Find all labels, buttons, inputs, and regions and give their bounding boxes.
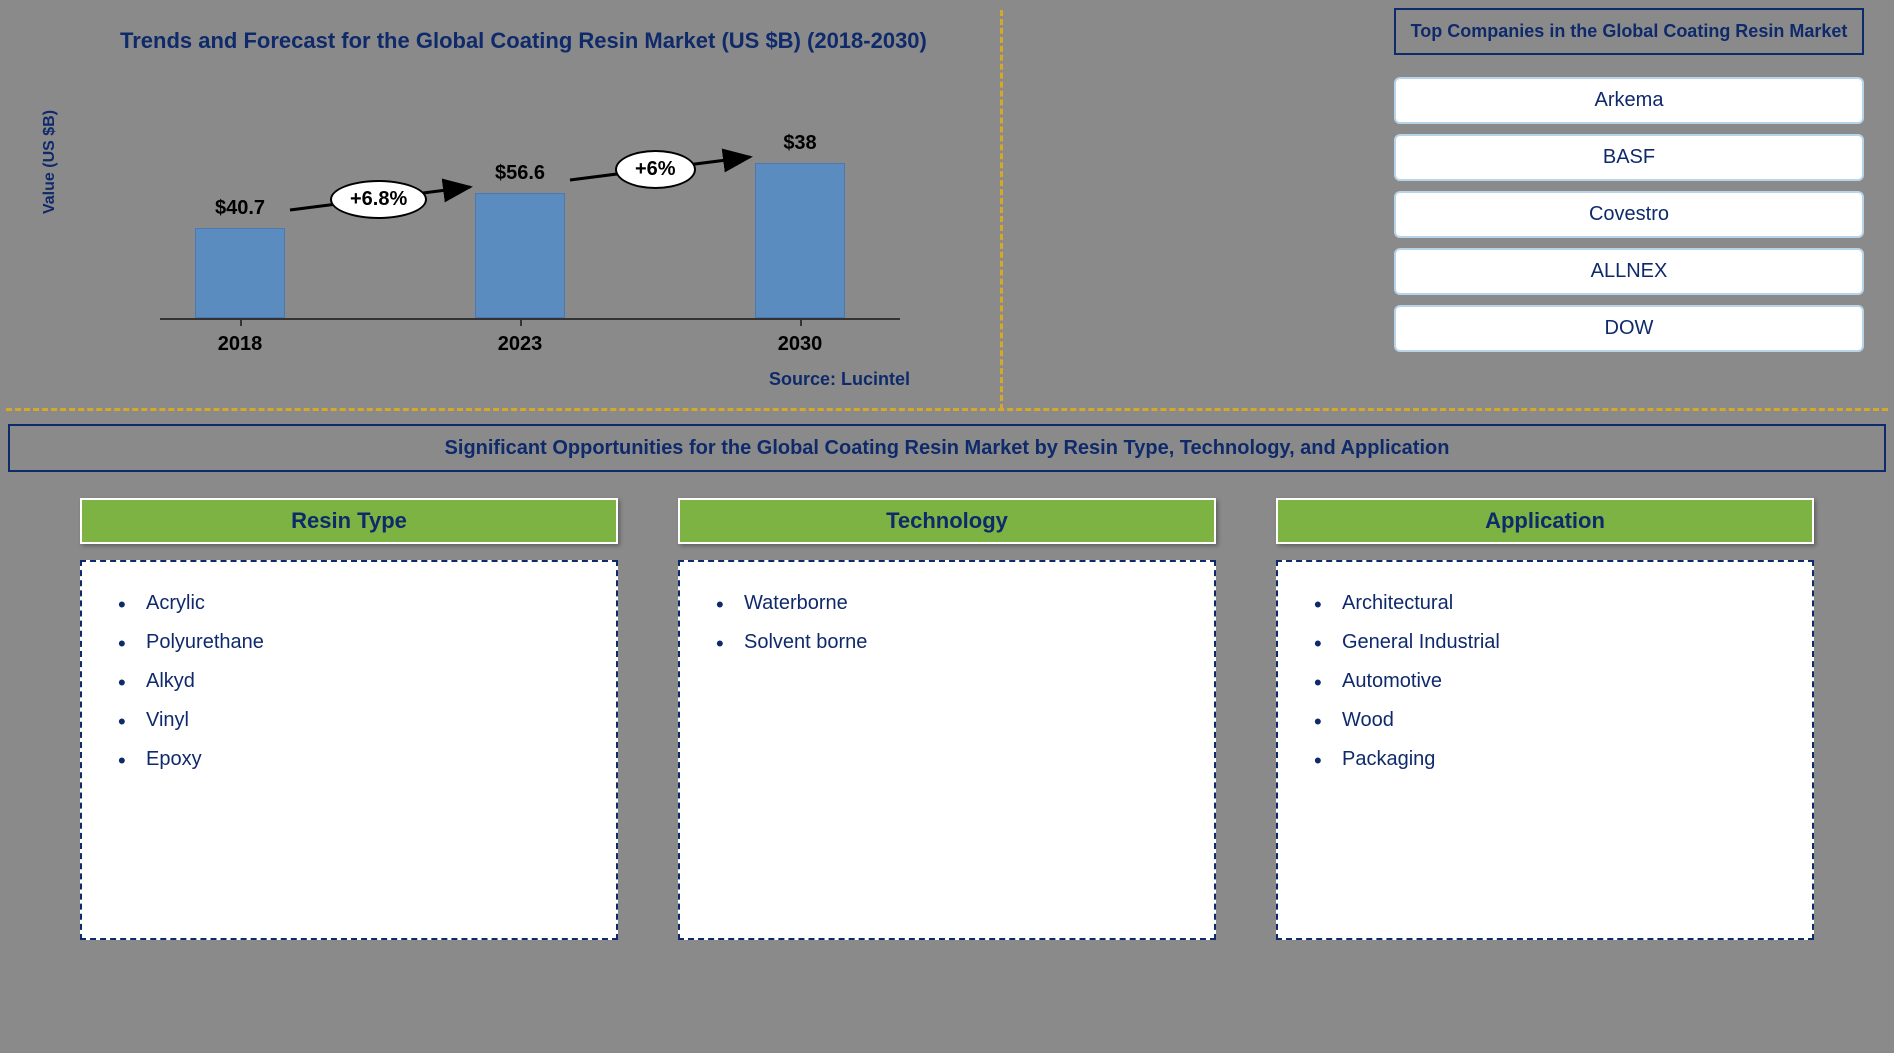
company-item: Arkema xyxy=(1394,77,1864,124)
bar-2030 xyxy=(755,163,845,318)
chart-source: Source: Lucintel xyxy=(769,369,910,390)
company-item: DOW xyxy=(1394,305,1864,352)
vertical-divider xyxy=(1000,10,1003,410)
company-item: Covestro xyxy=(1394,191,1864,238)
category-box: Waterborne Solvent borne xyxy=(678,560,1216,940)
list-item: Packaging xyxy=(1306,740,1784,779)
category-header: Resin Type xyxy=(80,498,618,544)
x-tick-2018: 2018 xyxy=(180,333,300,356)
y-axis-label: Value (US $B) xyxy=(41,110,59,214)
category-header: Technology xyxy=(678,498,1216,544)
x-axis-tick xyxy=(800,318,802,326)
x-axis-line xyxy=(160,318,900,320)
list-item: Vinyl xyxy=(110,701,588,740)
list-item: Polyurethane xyxy=(110,623,588,662)
bar-chart: Value (US $B) $40.7 $56.6 $38 2018 2023 … xyxy=(60,100,950,370)
list-item: Waterborne xyxy=(708,584,1186,623)
growth-bubble-2: +6% xyxy=(615,150,696,189)
list-item: Acrylic xyxy=(110,584,588,623)
chart-title: Trends and Forecast for the Global Coati… xyxy=(120,28,927,54)
bar-value-2018: $40.7 xyxy=(180,197,300,220)
x-axis-tick xyxy=(240,318,242,326)
horizontal-divider xyxy=(6,408,1888,411)
bar-2018 xyxy=(195,228,285,318)
list-item: Epoxy xyxy=(110,740,588,779)
opportunities-title-text: Significant Opportunities for the Global… xyxy=(445,437,1450,460)
x-tick-2023: 2023 xyxy=(460,333,580,356)
x-tick-2030: 2030 xyxy=(740,333,860,356)
category-technology: Technology Waterborne Solvent borne xyxy=(678,498,1216,940)
category-box: Architectural General Industrial Automot… xyxy=(1276,560,1814,940)
x-axis-tick xyxy=(520,318,522,326)
category-application: Application Architectural General Indust… xyxy=(1276,498,1814,940)
list-item: General Industrial xyxy=(1306,623,1784,662)
list-item: Alkyd xyxy=(110,662,588,701)
category-box: Acrylic Polyurethane Alkyd Vinyl Epoxy xyxy=(80,560,618,940)
bar-2023 xyxy=(475,193,565,318)
top-companies-title: Top Companies in the Global Coating Resi… xyxy=(1394,8,1864,55)
company-item: BASF xyxy=(1394,134,1864,181)
list-item: Solvent borne xyxy=(708,623,1186,662)
list-item: Architectural xyxy=(1306,584,1784,623)
categories-row: Resin Type Acrylic Polyurethane Alkyd Vi… xyxy=(80,498,1814,940)
list-item: Automotive xyxy=(1306,662,1784,701)
category-header: Application xyxy=(1276,498,1814,544)
top-companies-panel: Top Companies in the Global Coating Resi… xyxy=(1394,8,1864,362)
category-resin-type: Resin Type Acrylic Polyurethane Alkyd Vi… xyxy=(80,498,618,940)
growth-bubble-1: +6.8% xyxy=(330,180,427,219)
opportunities-title-bar: Significant Opportunities for the Global… xyxy=(8,424,1886,472)
list-item: Wood xyxy=(1306,701,1784,740)
company-item: ALLNEX xyxy=(1394,248,1864,295)
